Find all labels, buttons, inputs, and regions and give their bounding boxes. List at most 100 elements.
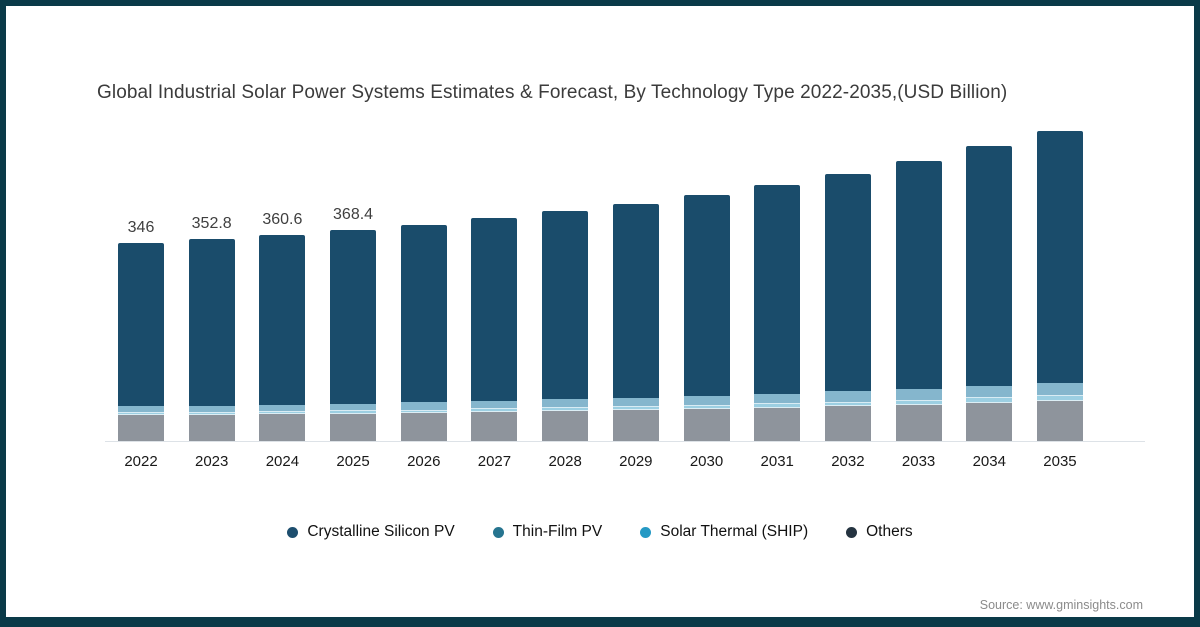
bar-segment-solar-thermal-ship-2035 (1036, 395, 1083, 401)
bar-segment-solar-thermal-ship-2025 (330, 410, 377, 414)
bar-segment-crystalline-silicon-pv-2022 (118, 243, 164, 407)
legend-dot-icon (640, 526, 652, 538)
bar-segment-solar-thermal-ship-2032 (824, 401, 871, 407)
axis-label-2023: 2023 (195, 453, 229, 470)
legend: Crystalline Silicon PV Thin-Film PV Solar … (0, 523, 1200, 541)
legend-dot-icon (492, 526, 504, 538)
bar-segment-others-2026 (400, 412, 447, 441)
bar-segment-crystalline-silicon-pv-2028 (542, 210, 589, 400)
bar-segment-others-2023 (188, 414, 235, 441)
bar-segment-solar-thermal-ship-2023 (188, 411, 235, 415)
legend-dot-icon (846, 526, 858, 538)
bar-2035 (1036, 131, 1083, 441)
bar-2026 (400, 225, 447, 441)
axis-label-2030: 2030 (689, 453, 724, 470)
bar-segment-thin-film-pv-2023 (188, 405, 235, 412)
bar-segment-solar-thermal-ship-2033 (895, 399, 942, 405)
data-label-2024: 360.6 (262, 210, 303, 228)
bar-segment-solar-thermal-ship-2034 (966, 397, 1013, 403)
axis-label-2025: 2025 (336, 453, 370, 470)
bar-2034 (966, 146, 1013, 441)
axis-label-2024: 2024 (265, 453, 300, 470)
bar-segment-others-2022 (118, 415, 164, 441)
legend-item-thin-film-pv: Thin-Film PV (492, 523, 603, 541)
bar-segment-thin-film-pv-2034 (966, 385, 1013, 398)
bar-segment-crystalline-silicon-pv-2023 (188, 239, 235, 406)
data-label-2023: 352.8 (191, 215, 232, 233)
bar-segment-others-2028 (542, 411, 589, 441)
bar-segment-solar-thermal-ship-2022 (118, 412, 164, 416)
source-note: Source: www.gminsights.com (979, 598, 1143, 612)
bar-segment-thin-film-pv-2027 (471, 400, 518, 409)
bar-segment-thin-film-pv-2031 (754, 393, 801, 404)
legend-item-crystalline-silicon-pv: Crystalline Silicon PV (287, 523, 455, 541)
bar-segment-others-2035 (1036, 400, 1083, 441)
bar-segment-others-2034 (966, 402, 1013, 441)
bar-segment-others-2032 (824, 406, 871, 441)
bar-segment-thin-film-pv-2035 (1036, 382, 1083, 396)
bar-2029 (612, 204, 659, 441)
bar-segment-solar-thermal-ship-2024 (259, 410, 306, 415)
bar-segment-thin-film-pv-2030 (683, 395, 730, 405)
legend-dot-icon (287, 526, 299, 538)
axis-label-2022: 2022 (124, 453, 158, 470)
legend-item-others: Others (846, 523, 913, 541)
bar-2027 (471, 217, 518, 441)
axis-label-2034: 2034 (972, 453, 1006, 470)
bar-segment-solar-thermal-ship-2029 (612, 406, 659, 411)
axis-label-2035: 2035 (1043, 453, 1077, 470)
bar-segment-crystalline-silicon-pv-2025 (330, 230, 377, 404)
bar-2033 (895, 160, 942, 441)
bar-segment-solar-thermal-ship-2027 (471, 408, 518, 412)
bar-segment-crystalline-silicon-pv-2032 (824, 173, 871, 392)
axis-label-2032: 2032 (831, 453, 865, 470)
bar-segment-others-2030 (683, 409, 730, 441)
legend-label: Thin-Film PV (512, 523, 603, 540)
bar-segment-crystalline-silicon-pv-2029 (612, 204, 659, 398)
bar-segment-crystalline-silicon-pv-2035 (1036, 131, 1083, 383)
axis-label-2033: 2033 (901, 453, 936, 470)
legend-label: Crystalline Silicon PV (307, 523, 455, 540)
bar-segment-crystalline-silicon-pv-2030 (683, 195, 730, 396)
bar-2030 (683, 195, 730, 441)
legend-label: Others (866, 523, 913, 540)
bar-segment-others-2031 (754, 407, 801, 441)
bar-segment-crystalline-silicon-pv-2033 (895, 160, 942, 389)
bar-2023 (188, 239, 235, 441)
bar-2031 (754, 185, 801, 441)
bar-segment-crystalline-silicon-pv-2026 (400, 225, 447, 403)
chart-title: Global Industrial Solar Power Systems Es… (97, 82, 1008, 103)
bar-segment-solar-thermal-ship-2031 (754, 403, 801, 408)
bar-segment-crystalline-silicon-pv-2024 (259, 234, 306, 405)
data-label-2025: 368.4 (333, 206, 374, 224)
bar-segment-thin-film-pv-2025 (330, 403, 377, 411)
bar-segment-thin-film-pv-2029 (612, 397, 659, 407)
bar-segment-crystalline-silicon-pv-2027 (471, 217, 518, 401)
bar-segment-others-2024 (259, 414, 306, 441)
bar-segment-thin-film-pv-2024 (259, 404, 306, 411)
axis-label-2027: 2027 (477, 453, 512, 470)
legend-label: Solar Thermal (SHIP) (660, 523, 809, 540)
bar-segment-crystalline-silicon-pv-2034 (966, 146, 1013, 386)
axis-label-2026: 2026 (407, 453, 441, 470)
bar-segment-thin-film-pv-2032 (824, 391, 871, 402)
bar-2028 (542, 210, 589, 441)
bar-segment-crystalline-silicon-pv-2031 (754, 185, 801, 394)
bar-2025 (330, 230, 377, 441)
bar-2024 (259, 234, 306, 441)
bar-segment-thin-film-pv-2028 (542, 399, 589, 408)
plot-area: 346 352.8 360.6 368.4 (105, 95, 1145, 442)
bar-segment-others-2029 (612, 410, 659, 441)
axis-label-2031: 2031 (760, 453, 794, 470)
axis-label-2028: 2028 (548, 453, 582, 470)
bar-segment-thin-film-pv-2033 (895, 388, 942, 400)
bar-2022 (118, 243, 164, 441)
bar-segment-thin-film-pv-2022 (118, 406, 164, 413)
data-label-2022: 346 (127, 219, 155, 237)
bar-segment-solar-thermal-ship-2030 (683, 404, 730, 410)
legend-item-solar-thermal-ship: Solar Thermal (SHIP) (640, 523, 808, 541)
bar-segment-others-2033 (895, 404, 942, 441)
bar-segment-solar-thermal-ship-2026 (400, 409, 447, 413)
bar-segment-others-2027 (471, 412, 518, 441)
axis-label-2029: 2029 (619, 453, 653, 470)
